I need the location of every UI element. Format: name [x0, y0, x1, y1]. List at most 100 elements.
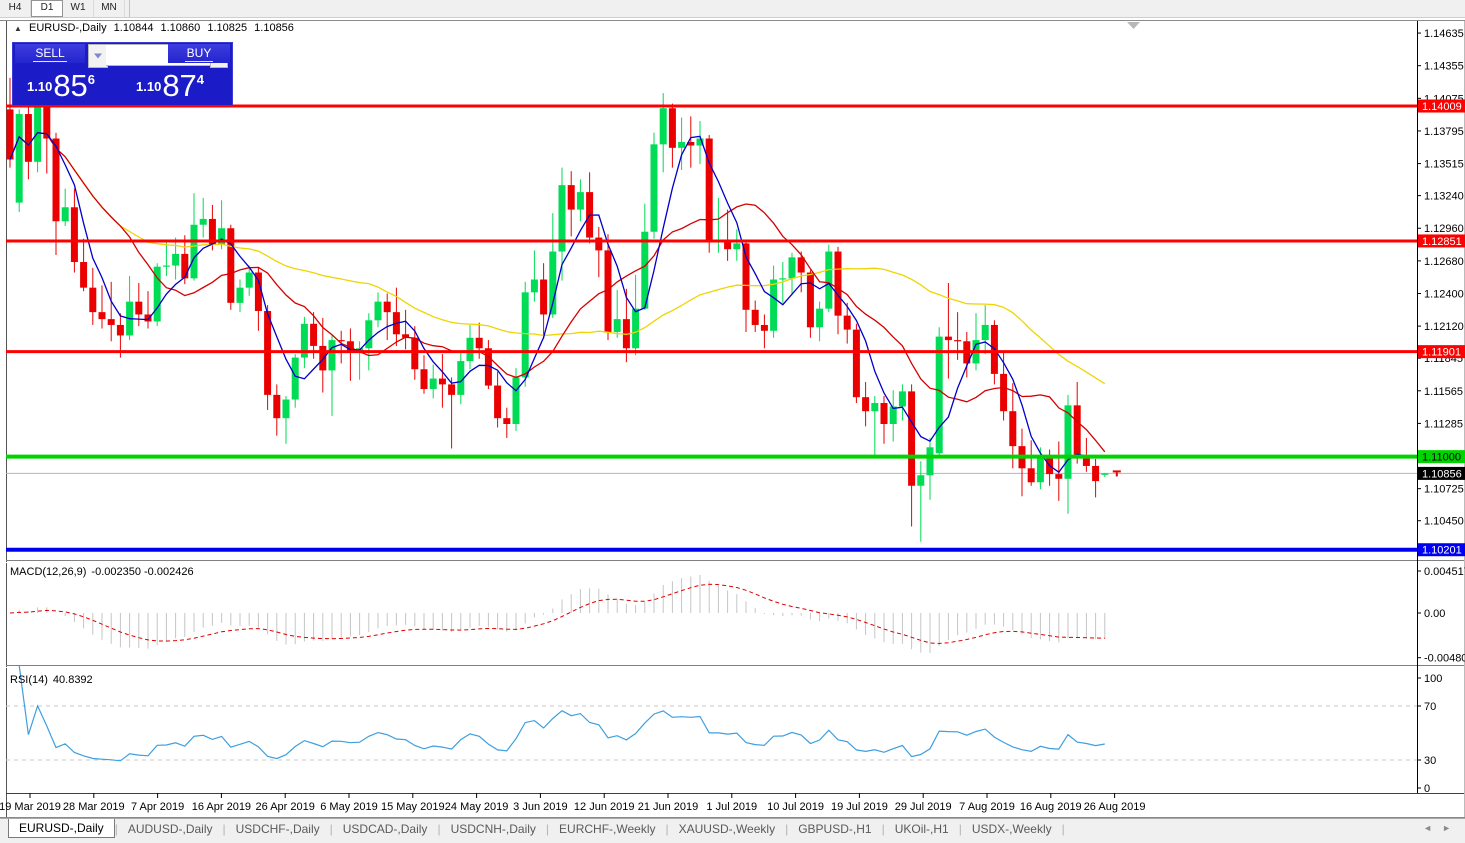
tab-separator: |	[785, 822, 789, 836]
svg-text:1.11901: 1.11901	[1422, 347, 1461, 359]
one-click-trade-panel: SELL BUY 1.10856 1.10874	[12, 42, 233, 106]
horizontal-levels-layer	[6, 104, 1417, 552]
svg-text:28 Mar 2019: 28 Mar 2019	[63, 801, 125, 813]
svg-text:7 Apr 2019: 7 Apr 2019	[131, 801, 184, 813]
ohlc-low: 1.10825	[207, 22, 248, 34]
tab-separator: |	[545, 822, 550, 836]
tab-scroll-arrows: ◄ ►	[1413, 819, 1465, 833]
svg-text:1.12960: 1.12960	[1424, 223, 1464, 235]
buy-button[interactable]: BUY	[168, 44, 230, 63]
svg-text:1.12400: 1.12400	[1424, 288, 1464, 300]
svg-text:29 Jul 2019: 29 Jul 2019	[895, 801, 952, 813]
ohlc-high: 1.10860	[160, 22, 201, 34]
svg-text:1.11000: 1.11000	[1422, 452, 1461, 464]
current-price-label: 1.10856	[1418, 466, 1465, 480]
moving-average-5	[9, 132, 1105, 474]
svg-text:7 Aug 2019: 7 Aug 2019	[959, 801, 1015, 813]
ohlc-open: 1.10844	[113, 22, 154, 34]
svg-text:19 Mar 2019: 19 Mar 2019	[0, 801, 61, 813]
chart-tab-usdcnh[interactable]: USDCNH-,Daily	[450, 822, 536, 836]
moving-average-40	[9, 132, 1106, 385]
timeframe-button-w1[interactable]: W1	[63, 0, 94, 17]
price-axis-labels: 1.146351.143551.140751.137951.135151.132…	[1417, 28, 1464, 528]
svg-text:-0.004806: -0.004806	[1424, 653, 1465, 665]
rsi-level-lines	[6, 705, 1417, 761]
level-label-1.11000: 1.11000	[1418, 450, 1465, 464]
last-price-marker	[1112, 470, 1121, 477]
svg-text:26 Apr 2019: 26 Apr 2019	[256, 801, 315, 813]
date-axis: 19 Mar 2019 28 Mar 2019 7 Apr 2019 16 Apr 2…	[0, 793, 1145, 813]
svg-text:6 May 2019: 6 May 2019	[320, 801, 377, 813]
rsi-axis-labels: 100 70 30 0	[1417, 673, 1442, 795]
collapse-trade-panel-icon[interactable]: ▲	[14, 24, 22, 33]
toolbar-separator	[125, 0, 130, 17]
svg-text:1.10450: 1.10450	[1424, 516, 1464, 528]
tab-separator: |	[437, 822, 441, 836]
chart-tab-usdchf[interactable]: USDCHF-,Daily	[235, 822, 320, 836]
svg-text:1.12851: 1.12851	[1422, 236, 1462, 248]
chart-tab-eurchf[interactable]: EURCHF-,Weekly	[559, 822, 656, 836]
tab-separator: |	[881, 822, 885, 836]
tab-separator: |	[665, 822, 669, 836]
svg-text:10 Jul 2019: 10 Jul 2019	[767, 801, 824, 813]
chart-tab-audusd[interactable]: AUDUSD-,Daily	[127, 822, 213, 836]
svg-text:1.14355: 1.14355	[1424, 61, 1464, 73]
svg-text:1.13515: 1.13515	[1424, 159, 1464, 171]
svg-text:0.00: 0.00	[1424, 608, 1445, 620]
level-label-1.11901: 1.11901	[1418, 345, 1465, 359]
tab-scroll-right-icon[interactable]: ►	[1442, 823, 1451, 833]
chart-tab-usdcad[interactable]: USDCAD-,Daily	[342, 822, 428, 836]
timeframe-button-mn[interactable]: MN	[94, 0, 125, 17]
tab-separator: |	[114, 822, 118, 836]
tab-separator: |	[1061, 822, 1065, 836]
svg-text:15 May 2019: 15 May 2019	[381, 801, 445, 813]
macd-panel-title: MACD(12,26,9) -0.002350 -0.002426	[10, 566, 194, 578]
svg-text:1.12120: 1.12120	[1424, 321, 1464, 333]
svg-text:1.14635: 1.14635	[1424, 28, 1464, 40]
level-label-1.12851: 1.12851	[1418, 234, 1465, 248]
volume-decrease-button[interactable]	[88, 44, 108, 68]
svg-text:70: 70	[1424, 701, 1436, 713]
tab-scroll-left-icon[interactable]: ◄	[1423, 823, 1433, 833]
chart-tab-bar: EURUSD-,Daily | AUDUSD-,Daily | USDCHF-,Dail…	[0, 818, 1465, 843]
svg-text:100: 100	[1424, 673, 1442, 685]
svg-text:16 Apr 2019: 16 Apr 2019	[192, 801, 251, 813]
macd-signal-line	[9, 583, 1105, 645]
rsi-line	[18, 665, 1105, 762]
timeframe-button-d1[interactable]: D1	[31, 0, 63, 17]
svg-text:3 Jun 2019: 3 Jun 2019	[513, 801, 567, 813]
svg-text:1.13795: 1.13795	[1424, 126, 1464, 138]
sell-quote[interactable]: 1.10856	[15, 68, 121, 104]
svg-text:1.11285: 1.11285	[1424, 418, 1463, 430]
tab-separator: |	[222, 822, 226, 836]
svg-text:24 May 2019: 24 May 2019	[445, 801, 509, 813]
level-label-1.14009: 1.14009	[1418, 99, 1465, 113]
rsi-panel-title: RSI(14) 40.8392	[10, 674, 93, 686]
svg-text:30: 30	[1424, 755, 1436, 767]
chart-tab-gbpusd[interactable]: GBPUSD-,H1	[798, 822, 872, 836]
svg-text:12 Jun 2019: 12 Jun 2019	[574, 801, 635, 813]
chart-tab-eurusd[interactable]: EURUSD-,Daily	[8, 819, 115, 838]
moving-average-13	[9, 132, 1106, 453]
macd-histogram	[18, 575, 1106, 653]
buy-quote[interactable]: 1.10874	[124, 68, 230, 104]
timeframe-button-h4[interactable]: H4	[0, 0, 31, 17]
chart-tab-xauusd[interactable]: XAUUSD-,Weekly	[678, 822, 776, 836]
tab-separator: |	[329, 822, 333, 836]
chart-tab-usdx[interactable]: USDX-,Weekly	[971, 822, 1052, 836]
sell-button[interactable]: SELL	[15, 44, 85, 63]
svg-text:26 Aug 2019: 26 Aug 2019	[1084, 801, 1146, 813]
timeframe-toolbar: H4 D1 W1 MN	[0, 0, 1465, 18]
svg-text:16 Aug 2019: 16 Aug 2019	[1020, 801, 1082, 813]
svg-text:19 Jul 2019: 19 Jul 2019	[831, 801, 888, 813]
svg-text:1.10201: 1.10201	[1422, 545, 1462, 557]
chart-tab-ukoil[interactable]: UKOil-,H1	[894, 822, 949, 836]
tab-separator: |	[958, 822, 962, 836]
svg-text:21 Jun 2019: 21 Jun 2019	[638, 801, 699, 813]
chart-shift-marker-icon	[1127, 22, 1140, 29]
svg-text:1 Jul 2019: 1 Jul 2019	[706, 801, 757, 813]
svg-text:0.004517: 0.004517	[1424, 566, 1465, 578]
level-label-1.10201: 1.10201	[1418, 543, 1465, 557]
